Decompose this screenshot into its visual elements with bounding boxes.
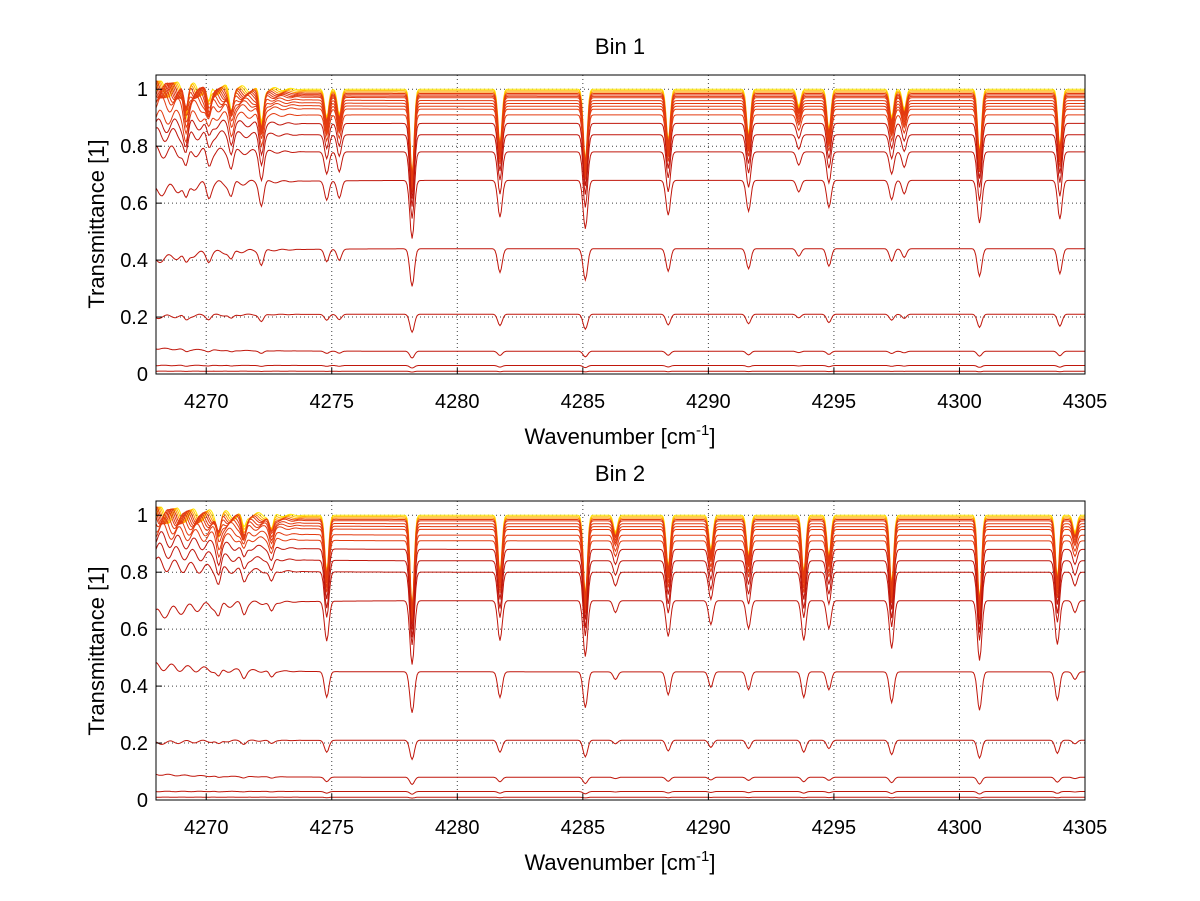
series-line — [155, 85, 1085, 185]
x-tick-label: 4295 — [812, 391, 857, 413]
series-line — [155, 80, 1085, 177]
x-tick-label: 4300 — [937, 391, 982, 413]
y-tick-label: 0 — [137, 790, 148, 812]
x-ticks: 4270 4275 4280 4285 4290 4295 4300 4305 — [184, 794, 1107, 839]
series-line — [155, 542, 1085, 638]
x-tick-label: 4285 — [561, 391, 606, 413]
series-line — [155, 109, 1085, 193]
series-line — [155, 95, 1085, 189]
series-line — [155, 118, 1085, 199]
series-line — [155, 145, 1085, 219]
series-line — [155, 522, 1085, 624]
x-ticks: 4270 4275 4280 4285 4290 4295 4300 4305 — [184, 368, 1107, 413]
x-axis-label: Wavenumber [cm-1] — [524, 422, 715, 449]
series-line — [155, 661, 1085, 713]
y-tick-label: 0.4 — [120, 250, 148, 272]
series-line — [155, 507, 1085, 611]
x-tick-label: 4305 — [1063, 817, 1108, 839]
series-line — [155, 517, 1085, 620]
series-line — [155, 347, 1085, 359]
x-tick-label: 4280 — [435, 391, 480, 413]
x-tick-label: 4300 — [937, 817, 982, 839]
y-tick-label: 0.2 — [120, 307, 148, 329]
series-line — [155, 506, 1085, 610]
series-line — [155, 531, 1085, 630]
series-line — [155, 179, 1085, 239]
series-line — [155, 82, 1085, 180]
y-tick-label: 0.6 — [120, 619, 148, 641]
series-line — [155, 88, 1085, 187]
y-tick-label: 1 — [137, 505, 148, 527]
series-line — [155, 506, 1085, 609]
panel-bin-2: Bin 2 4270 4275 4280 4285 4290 4295 4300 4305 0… — [84, 461, 1107, 875]
x-tick-label: 4280 — [435, 817, 480, 839]
y-axis-label: Transmittance [1] — [84, 566, 109, 735]
x-axis-label: Wavenumber [cm-1] — [524, 848, 715, 875]
x-tick-label: 4275 — [310, 391, 355, 413]
series-lines — [155, 506, 1085, 799]
gridlines — [156, 501, 1085, 800]
y-tick-label: 0.8 — [120, 562, 148, 584]
y-tick-label: 0 — [137, 364, 148, 386]
chart-title: Bin 2 — [595, 461, 645, 486]
y-tick-label: 0.6 — [120, 193, 148, 215]
x-tick-label: 4270 — [184, 391, 229, 413]
series-line — [155, 739, 1085, 761]
series-line — [155, 248, 1085, 287]
panel-bin-1: Bin 1 4270 4275 4280 4285 4290 4295 4300 4305 0… — [84, 34, 1107, 449]
series-line — [155, 313, 1085, 334]
series-line — [155, 790, 1085, 795]
series-line — [155, 556, 1085, 646]
x-tick-label: 4270 — [184, 817, 229, 839]
series-line — [155, 81, 1085, 179]
x-tick-label: 4290 — [686, 817, 731, 839]
y-tick-label: 0.4 — [120, 676, 148, 698]
series-line — [155, 506, 1085, 608]
chart-title: Bin 1 — [595, 34, 645, 59]
series-line — [155, 508, 1085, 613]
y-axis-label: Transmittance [1] — [84, 139, 109, 308]
series-line — [156, 796, 1085, 799]
series-line — [155, 80, 1085, 178]
series-line — [155, 600, 1085, 665]
series-line — [156, 364, 1085, 369]
series-line — [155, 773, 1085, 786]
series-line — [155, 506, 1085, 607]
x-tick-label: 4295 — [812, 817, 857, 839]
series-line — [155, 127, 1085, 207]
y-tick-label: 1 — [137, 79, 148, 101]
y-tick-label: 0.2 — [120, 733, 148, 755]
x-tick-label: 4290 — [686, 391, 731, 413]
series-line — [155, 80, 1085, 176]
series-line — [156, 370, 1085, 373]
x-tick-label: 4305 — [1063, 391, 1108, 413]
gridlines — [156, 75, 1085, 374]
series-line — [155, 511, 1085, 617]
y-ticks: 0 0.2 0.4 0.6 0.8 1 — [120, 505, 162, 812]
series-line — [155, 82, 1085, 181]
series-line — [155, 80, 1085, 175]
y-ticks: 0 0.2 0.4 0.6 0.8 1 — [120, 79, 162, 386]
plot-frame — [155, 500, 1086, 801]
plot-frame — [155, 74, 1086, 375]
x-tick-label: 4275 — [310, 817, 355, 839]
series-line — [155, 82, 1085, 183]
x-tick-label: 4285 — [561, 817, 606, 839]
y-tick-label: 0.8 — [120, 136, 148, 158]
series-lines — [155, 80, 1085, 373]
series-line — [155, 509, 1085, 615]
